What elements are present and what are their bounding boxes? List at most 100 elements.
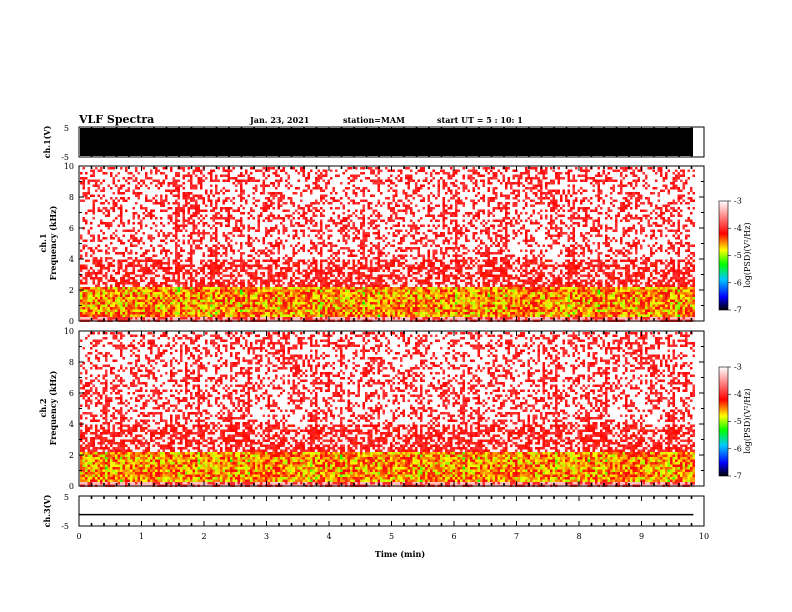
spectrogram-cell (275, 317, 278, 320)
vlf-spectra-figure: VLF Spectra Jan. 23, 2021 station=MAM st… (0, 0, 792, 612)
spectrogram-cell (355, 305, 358, 308)
spectrogram-cell (263, 192, 266, 195)
spectrogram-cell (88, 280, 91, 283)
spectrogram-cell (240, 192, 243, 195)
spectrogram-cell (170, 252, 173, 255)
spectrogram-cell (368, 287, 371, 290)
spectrogram-cell (323, 262, 326, 265)
spectrogram-cell (195, 175, 198, 178)
spectrogram-cell (318, 295, 321, 298)
spectrogram-cell (100, 170, 103, 173)
spectrogram-cell (143, 317, 146, 320)
spectrogram-cell (80, 282, 83, 285)
spectrogram-cell (133, 302, 136, 305)
spectrogram-cell (213, 255, 216, 258)
spectrogram-cell (140, 227, 143, 230)
spectrogram-cell (265, 290, 268, 293)
spectrogram-cell (378, 202, 381, 205)
spectrogram-cell (203, 307, 206, 310)
spectrogram-cell (388, 202, 391, 205)
spectrogram-cell (253, 297, 256, 300)
spectrogram-cell (330, 235, 333, 238)
spectrogram-cell (285, 262, 288, 265)
spectrogram-cell (170, 275, 173, 278)
spectrogram-cell (215, 240, 218, 243)
spectrogram-cell (388, 307, 391, 310)
spectrogram-cell (270, 267, 273, 270)
spectrogram-cell (373, 305, 376, 308)
spectrogram-cell (170, 302, 173, 305)
spectrogram-cell (345, 240, 348, 243)
spectrogram-cell (188, 252, 191, 255)
spectrogram-cell (318, 290, 321, 293)
spectrogram-cell (343, 252, 346, 255)
spectrogram-cell (80, 285, 83, 288)
spectrogram-cell (360, 277, 363, 280)
spectrogram-cell (178, 265, 181, 268)
spectrogram-cell (198, 230, 201, 233)
spectrogram-cell (313, 262, 316, 265)
spectrogram-cell (203, 275, 206, 278)
spectrogram-cell (130, 307, 133, 310)
spectrogram-cell (338, 285, 341, 288)
spectrogram-cell (225, 207, 228, 210)
spectrogram-cell (93, 202, 96, 205)
spectrogram-cell (320, 270, 323, 273)
spectrogram-cell (210, 295, 213, 298)
spectrogram-cell (303, 305, 306, 308)
spectrogram-cell (208, 255, 211, 258)
spectrogram-cell (335, 207, 338, 210)
spectrogram-cell (228, 280, 231, 283)
spectrogram-cell (300, 310, 303, 313)
spectrogram-cell (328, 242, 331, 245)
spectrogram-cell (265, 260, 268, 263)
spectrogram-cell (130, 257, 133, 260)
spectrogram-cell (115, 252, 118, 255)
spectrogram-cell (223, 282, 226, 285)
spectrogram-cell (228, 217, 231, 220)
spectrogram-cell (390, 307, 393, 310)
spectrogram-cell (100, 295, 103, 298)
spectrogram-cell (140, 295, 143, 298)
spectrogram-cell (220, 292, 223, 295)
spectrogram-cell (95, 297, 98, 300)
spectrogram-cell (338, 207, 341, 210)
spectrogram-cell (368, 307, 371, 310)
spectrogram-cell (85, 260, 88, 263)
spectrogram-cell (215, 305, 218, 308)
spectrogram-cell (343, 307, 346, 310)
spectrogram-cell (325, 307, 328, 310)
spectrogram-cell (108, 265, 111, 268)
spectrogram-cell (128, 272, 131, 275)
spectrogram-cell (203, 235, 206, 238)
spectrogram-cell (298, 260, 301, 263)
spectrogram-cell (248, 267, 251, 270)
spectrogram-cell (363, 217, 366, 220)
spectrogram-cell (345, 242, 348, 245)
spectrogram-cell (165, 297, 168, 300)
spectrogram-cell (320, 285, 323, 288)
spectrogram-cell (308, 310, 311, 313)
spectrogram-cell (378, 250, 381, 253)
spectrogram-cell (248, 302, 251, 305)
spectrogram-cell (145, 317, 148, 320)
spectrogram-cell (370, 167, 373, 170)
spectrogram-cell (345, 227, 348, 230)
spectrogram-cell (375, 317, 378, 320)
spectrogram-cell (185, 282, 188, 285)
spectrogram-cell (98, 305, 101, 308)
spectrogram-cell (105, 282, 108, 285)
spectrogram-cell (378, 190, 381, 193)
spectrogram-cell (113, 287, 116, 290)
spectrogram-cell (285, 265, 288, 268)
spectrogram-cell (133, 282, 136, 285)
spectrogram-cell (385, 265, 388, 268)
spectrogram-cell (138, 182, 141, 185)
spectrogram-cell (388, 270, 391, 273)
spectrogram-cell (260, 215, 263, 218)
spectrogram-cell (380, 280, 383, 283)
spectrogram-cell (210, 240, 213, 243)
spectrogram-cell (180, 292, 183, 295)
spectrogram-cell (278, 242, 281, 245)
spectrogram-cell (153, 312, 156, 315)
